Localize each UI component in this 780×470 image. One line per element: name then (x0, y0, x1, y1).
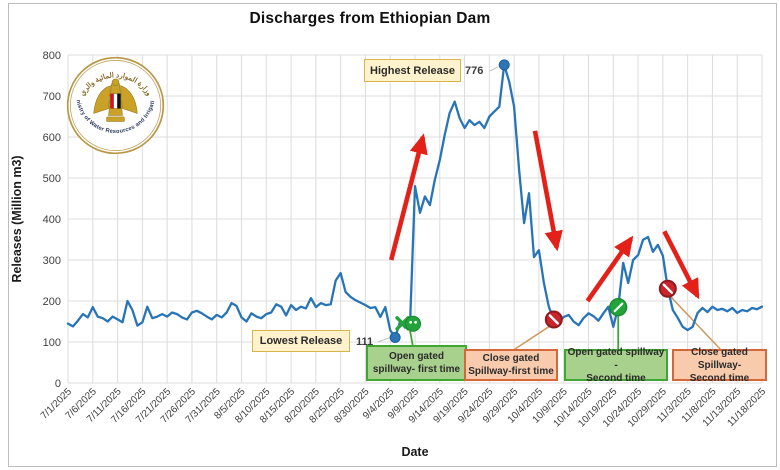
open-marker-dot-2 (414, 320, 418, 324)
highest-release-label: Highest Release (364, 59, 461, 82)
discharge-line (66, 63, 764, 339)
y-axis-title: Releases (Million m3) (10, 155, 24, 283)
y-tick-label-300: 300 (43, 255, 61, 267)
ministry-seal-graphic: وزارة الموارد المائية والري Ministry of … (64, 52, 165, 155)
x-axis-title: Date (401, 445, 429, 459)
y-tick-label-100: 100 (43, 337, 61, 349)
lowest-release-label: Lowest Release (252, 330, 350, 352)
open-spillway-second-label: Open gated spillway - Second time (564, 347, 668, 384)
highest-release-value: 776 (465, 65, 484, 77)
open-spillway-first-label: Open gated spillway- first time (366, 345, 467, 381)
marker-lowest (389, 331, 401, 343)
y-tick-label-700: 700 (43, 91, 61, 103)
open-marker-dot-1 (409, 320, 413, 324)
y-tick-label-800: 800 (43, 50, 61, 62)
close-marker-dot (663, 284, 666, 287)
y-tick-label-600: 600 (43, 132, 61, 144)
eagle-emblem (93, 78, 138, 122)
leader-highest (489, 66, 499, 72)
trend-arrow-rise-2 (585, 235, 634, 303)
y-tick-label-0: 0 (55, 378, 61, 390)
trend-arrow-fall-2 (662, 230, 700, 300)
trend-arrow-fall-1 (532, 130, 563, 252)
close-spillway-second-label: Close gated Spillway- Second time (672, 347, 767, 384)
close-marker-dot (549, 315, 552, 318)
y-tick-label-200: 200 (43, 296, 61, 308)
open-marker-slash (613, 302, 624, 313)
marker-open1 (405, 315, 422, 332)
connector-open-first (409, 330, 414, 348)
figure-border (8, 3, 777, 467)
ministry-logo: وزارة الموارد المائية والري Ministry of … (64, 52, 165, 155)
open-x-mark-2 (395, 316, 410, 331)
close-spillway-first-label: Close gated Spillway-first time (464, 349, 558, 381)
connector-close-first (511, 322, 555, 352)
y-tick-label-400: 400 (43, 214, 61, 226)
marker-highest (498, 59, 510, 71)
leader-lowest (377, 337, 391, 343)
y-tick-label-500: 500 (43, 173, 61, 185)
trend-arrow-rise-1 (388, 133, 428, 261)
chart-title: Discharges from Ethiopian Dam (249, 10, 491, 27)
